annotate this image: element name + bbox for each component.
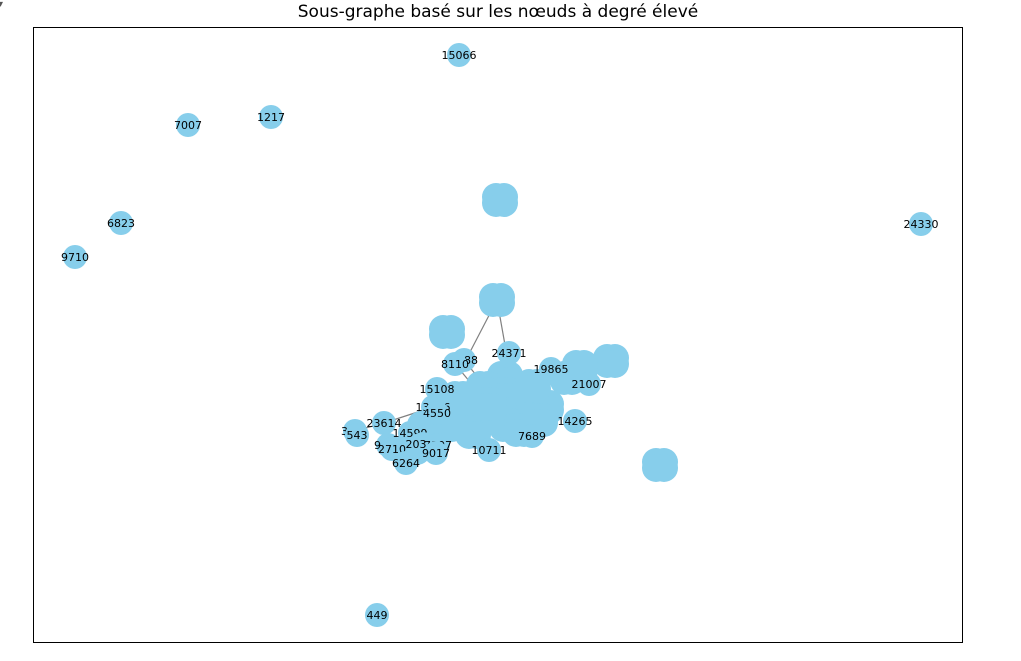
graph-node: 23614	[367, 411, 402, 435]
node-label: 15108	[420, 383, 455, 396]
node-circle	[520, 424, 544, 448]
node-circle	[909, 212, 933, 236]
graph-node: 7007	[174, 113, 202, 137]
node-circle	[109, 211, 133, 235]
graph-node: 19865	[534, 357, 569, 381]
node-circle	[577, 372, 601, 396]
node-label: 543	[347, 429, 368, 442]
graph-node: 10711	[472, 438, 507, 462]
node-label: 15066	[442, 49, 477, 62]
cluster-node	[650, 454, 678, 482]
node-label: 1217	[257, 111, 285, 124]
graph-node: 8110	[441, 352, 469, 376]
plot-frame	[33, 27, 963, 643]
node-circle	[425, 401, 449, 425]
node-label: 6823	[107, 217, 135, 230]
node-label: 14265	[558, 415, 593, 428]
node-circle	[443, 352, 467, 376]
node-circle	[394, 451, 418, 475]
node-circle	[63, 245, 87, 269]
node-circle	[176, 113, 200, 137]
node-circle	[539, 357, 563, 381]
node-label: 10711	[472, 444, 507, 457]
node-label: 2710	[378, 443, 406, 456]
node-label: 9710	[61, 251, 89, 264]
node-label: 21007	[572, 378, 607, 391]
node-circle	[424, 441, 448, 465]
node-label: 4550	[423, 407, 451, 420]
graph-node: 14265	[558, 409, 593, 433]
nodes-layer: 1506670071217682397102433044924371148881…	[61, 43, 939, 627]
node-circle	[425, 377, 449, 401]
graph-node: 15066	[442, 43, 477, 67]
graph-node: 24371	[492, 341, 527, 365]
cluster-node	[487, 289, 515, 317]
graph-node: 6264	[392, 451, 420, 475]
graph-node: 1217	[257, 105, 285, 129]
node-circle	[259, 105, 283, 129]
node-circle	[477, 438, 501, 462]
graph-node: 24330	[904, 212, 939, 236]
node-circle	[365, 603, 389, 627]
toolbar-dropdown-icon[interactable]: ▾	[0, 0, 4, 10]
node-label: 6264	[392, 457, 420, 470]
graph-node: 15108	[420, 377, 455, 401]
cluster-node	[479, 393, 507, 421]
node-circle	[372, 411, 396, 435]
graph-node: 4550	[423, 401, 451, 425]
cluster-node	[437, 321, 465, 349]
node-label: 24371	[492, 347, 527, 360]
graph-node: 449	[365, 603, 389, 627]
node-label: 24330	[904, 218, 939, 231]
node-label: 9017	[422, 447, 450, 460]
node-label: 7689	[518, 430, 546, 443]
graph-node: 9017	[422, 441, 450, 465]
chart-title: Sous-graphe basé sur les nœuds à degré é…	[297, 2, 699, 22]
node-circle	[447, 43, 471, 67]
node-label: 19865	[534, 363, 569, 376]
node-label: 7007	[174, 119, 202, 132]
graph-node: 7689	[518, 424, 546, 448]
graph-node: 543	[345, 423, 369, 447]
cluster-node	[523, 375, 551, 403]
graph-node: 9710	[61, 245, 89, 269]
graph-node: 21007	[572, 372, 607, 396]
node-label: 23614	[367, 417, 402, 430]
cluster-node	[601, 350, 629, 378]
node-circle	[345, 423, 369, 447]
cluster-node	[449, 387, 477, 415]
graph-node: 6823	[107, 211, 135, 235]
node-circle	[563, 409, 587, 433]
node-label: 449	[367, 609, 388, 622]
node-label: 8110	[441, 358, 469, 371]
node-circle	[497, 341, 521, 365]
cluster-node	[490, 189, 518, 217]
